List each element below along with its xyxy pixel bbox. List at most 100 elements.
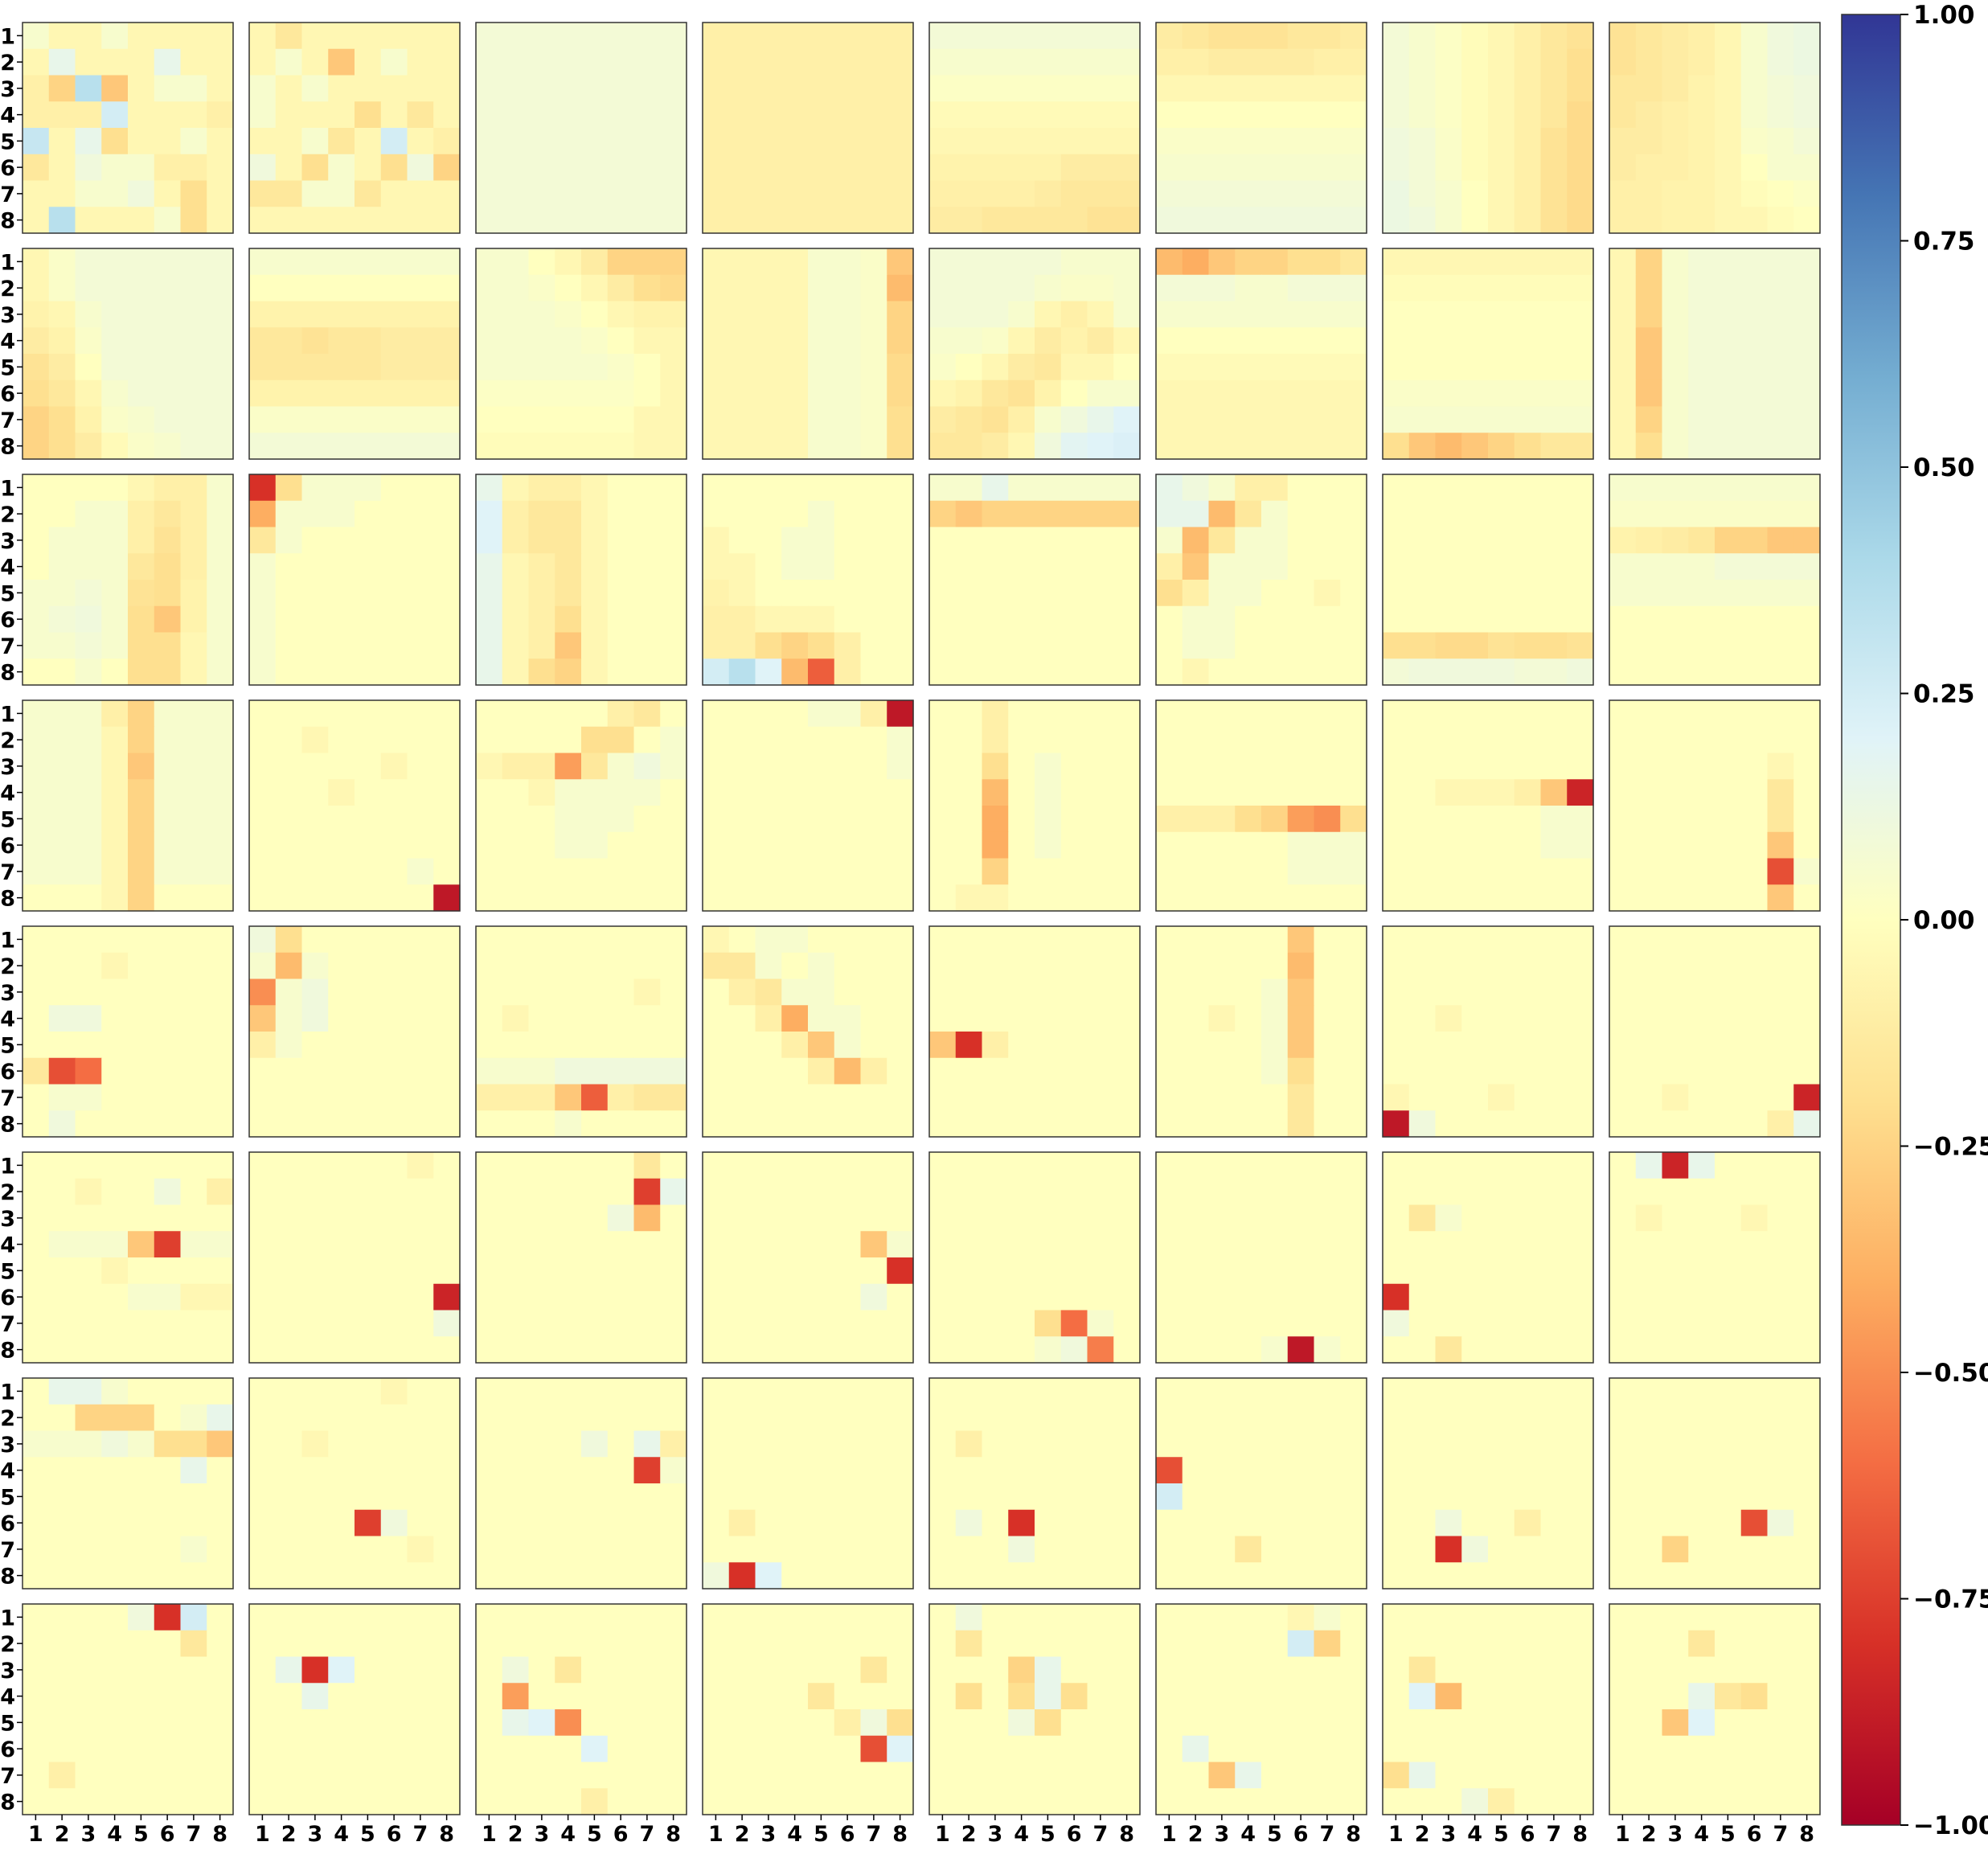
heatmap-cell [1435, 101, 1462, 129]
heatmap-cell [275, 1457, 303, 1484]
heatmap-cell [1383, 1604, 1410, 1631]
heatmap-cell [887, 1310, 914, 1337]
heatmap-cell [581, 1762, 609, 1789]
heatmap-cell [1208, 700, 1236, 728]
heatmap-cell [48, 406, 76, 433]
heatmap-cell [703, 726, 730, 754]
heatmap-cell [275, 1709, 303, 1737]
heatmap-cell [23, 1735, 50, 1763]
heatmap-cell [728, 1057, 756, 1085]
heatmap-cell [433, 700, 461, 728]
heatmap-cell [1715, 274, 1742, 302]
heatmap-cell [1113, 406, 1141, 433]
row-tick-label: 7 [0, 408, 15, 433]
heatmap-cell [128, 1562, 155, 1590]
heatmap-cell [1635, 658, 1663, 686]
heatmap-cell [1767, 48, 1794, 76]
heatmap-cell [1715, 1084, 1742, 1111]
heatmap-cell [407, 831, 434, 859]
column-tick-label: 7 [412, 1822, 428, 1847]
heatmap-cell [1767, 154, 1794, 182]
heatmap-cell [1261, 1336, 1289, 1364]
heatmap-cell [982, 1378, 1009, 1405]
heatmap-cell [1035, 1204, 1062, 1232]
heatmap-cell [1208, 1630, 1236, 1658]
heatmap-cell [982, 1178, 1009, 1206]
column-tick-label: 3 [80, 1822, 96, 1847]
heatmap-cell [555, 753, 582, 780]
heatmap-cell [808, 1310, 835, 1337]
heatmap-cell [834, 926, 862, 954]
heatmap-cell [728, 726, 756, 754]
heatmap-cell [1383, 527, 1410, 554]
heatmap-cell [982, 1656, 1009, 1684]
heatmap-cell [1793, 180, 1821, 207]
heatmap-cell [1688, 779, 1715, 806]
heatmap-cell [887, 527, 914, 554]
column-tick-label: 8 [1572, 1822, 1588, 1847]
heatmap-cell [581, 553, 609, 580]
heatmap-cell [101, 433, 129, 460]
panel-frame [22, 1603, 234, 1815]
heatmap-cell [1435, 1257, 1462, 1285]
heatmap-cell [1740, 433, 1769, 460]
heatmap-cell [128, 1656, 155, 1684]
heatmap-cell [834, 726, 862, 754]
heatmap-cell [1340, 1404, 1367, 1432]
heatmap-cell [633, 154, 661, 182]
heatmap-cell [249, 1032, 277, 1059]
heatmap-cell [180, 75, 207, 102]
heatmap-cell [1113, 1788, 1141, 1815]
heatmap-panel [1382, 1603, 1594, 1815]
heatmap-cell [1567, 1057, 1594, 1085]
heatmap-cell [955, 779, 983, 806]
heatmap-cell [1087, 180, 1114, 207]
heatmap-cell [1261, 248, 1289, 276]
heatmap-cell [75, 1257, 102, 1285]
heatmap-cell [1060, 327, 1088, 355]
heatmap-cell [1287, 884, 1315, 912]
heatmap-cell [1609, 658, 1637, 686]
heatmap-cell [75, 48, 102, 76]
heatmap-cell [528, 1404, 555, 1432]
heatmap-cell [1087, 1536, 1114, 1563]
heatmap-cell [1540, 1084, 1568, 1111]
heatmap-cell [101, 248, 129, 276]
heatmap-cell [407, 1310, 434, 1337]
heatmap-cell [476, 1457, 503, 1484]
heatmap-cell [101, 379, 129, 408]
heatmap-cell [476, 1084, 503, 1111]
heatmap-cell [1635, 128, 1663, 155]
heatmap-cell [1715, 1283, 1742, 1311]
heatmap-cell [1514, 207, 1542, 234]
panel-frame [1382, 1603, 1594, 1815]
heatmap-cell [660, 1536, 687, 1563]
heatmap-cell [1567, 1005, 1594, 1032]
heatmap-cell [1435, 207, 1462, 234]
heatmap-cell [982, 1604, 1009, 1631]
heatmap-cell [728, 154, 756, 182]
panel-frame [928, 22, 1141, 234]
heatmap-cell [982, 327, 1009, 355]
heatmap-cell [607, 1683, 635, 1710]
heatmap-cell [1740, 1509, 1769, 1537]
heatmap-cell [887, 553, 914, 580]
heatmap-cell [1793, 1709, 1821, 1737]
heatmap-cell [728, 406, 756, 433]
heatmap-cell [528, 474, 555, 502]
heatmap-cell [703, 1084, 730, 1111]
heatmap-cell [433, 1683, 461, 1710]
heatmap-cell [1767, 1310, 1794, 1337]
heatmap-cell [1662, 75, 1689, 102]
row-tick-label: 2 [0, 728, 15, 753]
heatmap-cell [1488, 831, 1515, 859]
heatmap-cell [1767, 831, 1794, 859]
panel-frame [22, 699, 234, 912]
heatmap-cell [1688, 101, 1715, 129]
heatmap-panels [22, 22, 1821, 1815]
heatmap-cell [1383, 1735, 1410, 1763]
row-tick-label: 3 [0, 77, 15, 102]
heatmap-cell [433, 1204, 461, 1232]
heatmap-cell [328, 1032, 355, 1059]
heatmap-cell [355, 75, 382, 102]
